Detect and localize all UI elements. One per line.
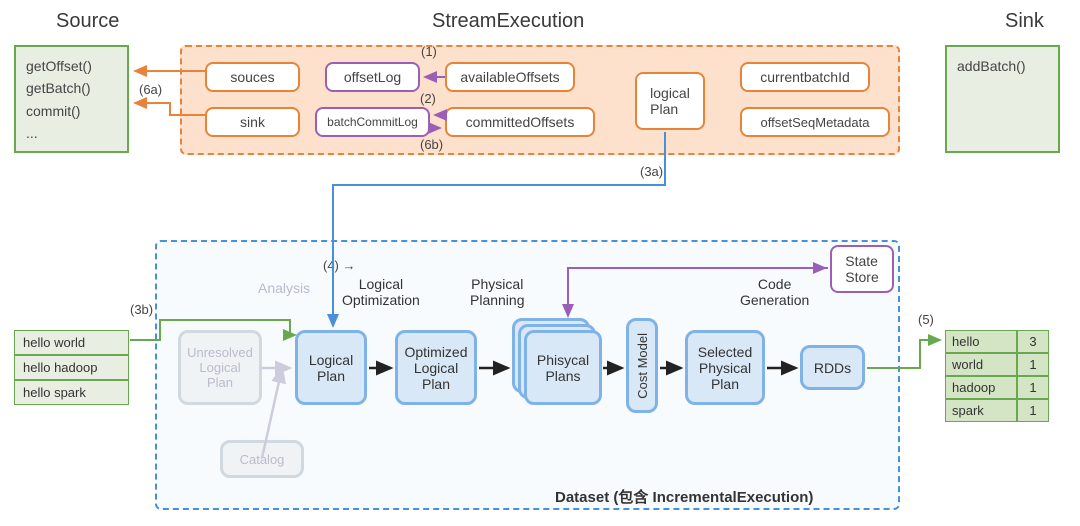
chip-committed: committedOffsets xyxy=(445,107,595,137)
step-5: (5) xyxy=(918,312,934,327)
source-title: Source xyxy=(56,10,119,33)
step-3b: (3b) xyxy=(130,302,153,317)
list-item: hello hadoop xyxy=(14,355,129,380)
stream-title: StreamExecution xyxy=(432,10,584,33)
step-4: (4) → xyxy=(323,258,356,273)
source-line: getBatch() xyxy=(26,77,117,99)
dataset-label: Dataset (包含 IncrementalExecution) xyxy=(555,486,813,507)
step-2: (2) xyxy=(420,91,436,106)
label-physplan: Physical Planning xyxy=(470,276,525,308)
chip-logical: Logical Plan xyxy=(295,330,367,405)
label-logicalopt: Logical Optimization xyxy=(342,276,420,308)
source-box: getOffset() getBatch() commit() ... xyxy=(14,45,129,153)
sink-text: addBatch() xyxy=(957,55,1048,77)
list-item: hello world xyxy=(14,330,129,355)
step-1: (1) xyxy=(421,44,437,59)
input-list: hello world hello hadoop hello spark xyxy=(14,330,129,405)
table-row: hadoop1 xyxy=(945,376,1049,399)
chip-rdds: RDDs xyxy=(800,345,865,390)
label-analysis: Analysis xyxy=(258,280,310,296)
chip-offsetlog: offsetLog xyxy=(325,62,420,92)
table-row: world1 xyxy=(945,353,1049,376)
table-row: spark1 xyxy=(945,399,1049,422)
chip-batchcommit: batchCommitLog xyxy=(315,107,430,137)
result-table: hello3 world1 hadoop1 spark1 xyxy=(945,330,1049,422)
step-6b: (6b) xyxy=(420,137,443,152)
source-line: getOffset() xyxy=(26,55,117,77)
chip-selected: Selected Physical Plan xyxy=(685,330,765,405)
chip-logicalplan: logical Plan xyxy=(635,72,705,130)
chip-available: availableOffsets xyxy=(445,62,575,92)
label-codegen: Code Generation xyxy=(740,276,809,308)
chip-statestore: State Store xyxy=(830,245,894,293)
chip-souces: souces xyxy=(205,62,300,92)
chip-catalog: Catalog xyxy=(220,440,304,478)
sink-title: Sink xyxy=(1005,10,1044,33)
chip-optimized: Optimized Logical Plan xyxy=(395,330,477,405)
source-line: ... xyxy=(26,122,117,144)
chip-unresolved: Unresolved Logical Plan xyxy=(178,330,262,405)
source-line: commit() xyxy=(26,100,117,122)
step-3a: (3a) xyxy=(640,164,663,179)
chip-currentbatch: currentbatchId xyxy=(740,62,870,92)
sink-box: addBatch() xyxy=(945,45,1060,153)
chip-physical: Phisycal Plans xyxy=(524,330,602,405)
table-row: hello3 xyxy=(945,330,1049,353)
chip-costmodel: Cost Model xyxy=(626,318,658,413)
list-item: hello spark xyxy=(14,380,129,405)
chip-offsetseq: offsetSeqMetadata xyxy=(740,107,890,137)
step-6a: (6a) xyxy=(139,82,162,97)
chip-sink: sink xyxy=(205,107,300,137)
